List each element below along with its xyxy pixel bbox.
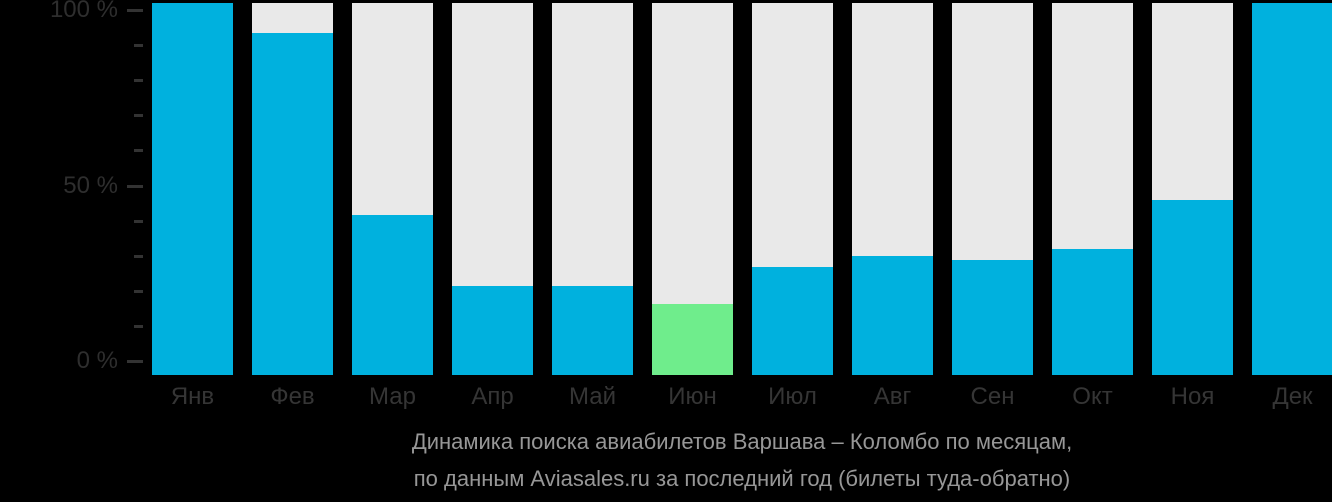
chart-subtitle: по данным Aviasales.ru за последний год … <box>413 466 1071 491</box>
x-axis-label-Авг: Авг <box>873 383 912 410</box>
y-axis-minor-tick-10 <box>134 324 143 328</box>
value-bar-Сен <box>952 260 1033 375</box>
x-axis-label-Окт: Окт <box>1072 383 1113 410</box>
value-bar-Июл <box>752 267 833 375</box>
x-axis-label-Фев: Фев <box>270 383 315 410</box>
bar-column-Окт <box>1052 3 1133 375</box>
y-axis-label-0: 0 % <box>76 347 118 374</box>
value-bar-Мар <box>352 215 433 375</box>
bar-column-Авг <box>852 3 933 375</box>
x-axis-label-Ноя: Ноя <box>1170 383 1215 410</box>
value-bar-Фев <box>252 33 333 375</box>
bar-column-Июл <box>752 3 833 375</box>
bar-column-Май <box>552 3 633 375</box>
chart-title: Динамика поиска авиабилетов Варшава – Ко… <box>411 429 1073 454</box>
y-axis-minor-tick-80 <box>134 79 143 83</box>
value-bar-Окт <box>1052 249 1133 375</box>
value-bar-Июн <box>652 304 733 375</box>
value-bar-Дек <box>1252 3 1332 375</box>
value-bar-Янв <box>152 3 233 375</box>
value-bar-Май <box>552 286 633 375</box>
bar-column-Сен <box>952 3 1033 375</box>
y-axis-minor-tick-40 <box>134 219 143 223</box>
value-bar-Апр <box>452 286 533 375</box>
bar-column-Июн <box>652 3 733 375</box>
y-axis-minor-tick-90 <box>134 44 143 48</box>
y-axis-minor-tick-30 <box>134 254 143 258</box>
x-axis-label-Мар: Мар <box>369 383 416 410</box>
value-bar-Ноя <box>1152 200 1233 375</box>
x-axis-label-Июл: Июл <box>768 383 817 410</box>
x-axis-label-Дек: Дек <box>1272 383 1313 410</box>
y-axis-minor-tick-20 <box>134 289 143 293</box>
bar-column-Янв <box>152 3 233 375</box>
y-axis-major-tick-50 <box>127 184 143 188</box>
value-bar-Авг <box>852 256 933 375</box>
y-axis-minor-tick-70 <box>134 114 143 118</box>
bar-column-Апр <box>452 3 533 375</box>
y-axis-label-100: 100 % <box>49 0 118 23</box>
bar-column-Дек <box>1252 3 1332 375</box>
x-axis-label-Сен: Сен <box>970 383 1015 410</box>
bar-column-Фев <box>252 3 333 375</box>
x-axis-label-Янв: Янв <box>170 383 215 410</box>
x-axis-label-Май: Май <box>568 383 616 410</box>
y-axis-major-tick-0 <box>127 360 143 363</box>
y-axis-label-50: 50 % <box>63 171 118 199</box>
x-axis-label-Июн: Июн <box>668 383 717 410</box>
x-axis-label-Апр: Апр <box>471 383 514 410</box>
bar-column-Мар <box>352 3 433 375</box>
y-axis-minor-tick-60 <box>134 149 143 153</box>
y-axis-major-tick-100 <box>127 9 143 12</box>
bar-column-Ноя <box>1152 3 1233 375</box>
